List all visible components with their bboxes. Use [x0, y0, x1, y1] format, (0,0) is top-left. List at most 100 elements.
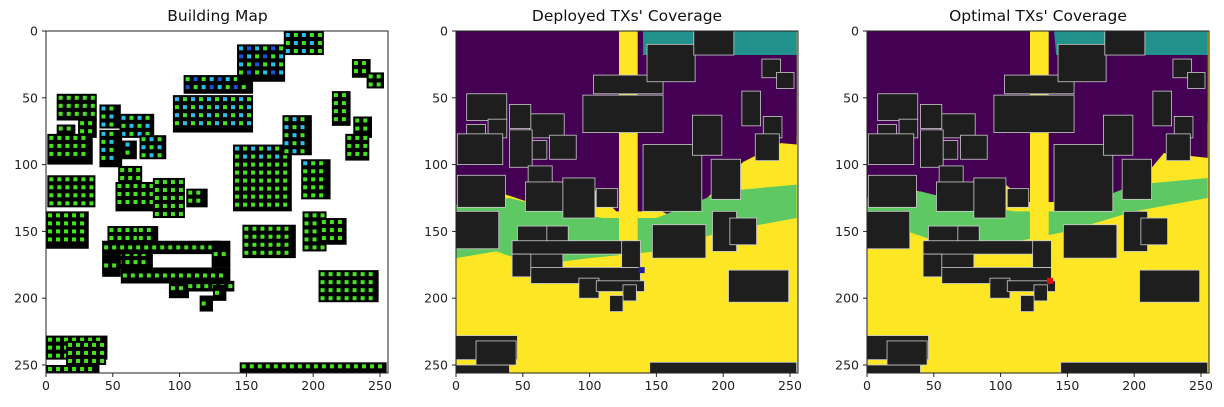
tx-marker — [206, 121, 211, 126]
tx-marker — [188, 198, 193, 203]
tx-marker — [285, 49, 290, 54]
tx-marker — [101, 147, 106, 152]
tx-marker — [141, 153, 146, 158]
tx-marker — [88, 366, 93, 371]
tx-marker — [268, 226, 273, 231]
building — [1121, 158, 1152, 200]
tx-marker — [275, 178, 280, 183]
tx-marker — [247, 113, 252, 118]
tx-marker — [101, 114, 106, 119]
tx-marker — [243, 162, 248, 167]
y-tick-label: 0 — [440, 24, 448, 39]
tx-marker — [251, 154, 256, 159]
tx-marker — [341, 101, 346, 106]
tx-marker — [344, 288, 349, 293]
tx-marker — [170, 273, 175, 278]
building — [922, 240, 1042, 255]
x-tick-label: 200 — [301, 378, 325, 393]
coverage-corridor — [1029, 31, 1049, 272]
building — [511, 240, 631, 255]
tx-marker — [275, 146, 280, 151]
tx-marker — [259, 186, 264, 191]
building — [642, 144, 703, 212]
building-map-plot: 0 50 100 150 200 250 0 50 100 150 200 250 — [14, 24, 392, 394]
tx-marker — [48, 229, 53, 234]
tx-marker — [276, 226, 281, 231]
tx-marker — [90, 103, 95, 108]
tx-marker — [141, 260, 146, 265]
tx-marker — [68, 358, 73, 363]
tx-marker — [145, 123, 150, 128]
tx-marker — [74, 111, 79, 116]
tx-marker — [321, 236, 326, 241]
tx-marker — [312, 221, 317, 226]
tx-marker — [206, 97, 211, 102]
tx-marker — [239, 62, 244, 67]
y-tick-label: 150 — [424, 224, 448, 239]
tx-marker — [81, 201, 86, 206]
building — [649, 361, 798, 373]
tx-marker — [321, 228, 326, 233]
tx-marker — [344, 272, 349, 277]
tx-marker — [293, 49, 298, 54]
tx-marker — [125, 183, 130, 188]
tx-marker — [235, 162, 240, 167]
tx-marker — [73, 151, 78, 156]
tx-marker — [247, 97, 252, 102]
tx-marker — [259, 162, 264, 167]
tx-marker — [275, 194, 280, 199]
x-tick-label: 100 — [989, 378, 1013, 393]
tx-marker — [283, 170, 288, 175]
tx-marker — [109, 155, 114, 160]
tx-marker — [303, 161, 308, 166]
tx-marker — [215, 97, 219, 102]
tx-marker — [178, 204, 183, 209]
tx-marker — [319, 185, 324, 190]
tx-marker — [133, 228, 138, 233]
tx-marker — [81, 177, 86, 182]
tx-marker — [341, 93, 346, 98]
tx-marker — [104, 263, 109, 268]
tx-marker — [58, 103, 63, 108]
tx-marker — [56, 229, 61, 234]
tx-marker — [284, 117, 289, 122]
tx-marker — [360, 288, 365, 293]
tx-marker — [101, 155, 106, 160]
tx-marker — [329, 220, 334, 225]
tx-marker — [275, 162, 280, 167]
tx-marker — [133, 191, 138, 196]
x-tick-label: 150 — [644, 378, 668, 393]
tx-marker — [202, 273, 207, 278]
tx-marker — [125, 142, 130, 147]
tx-marker — [48, 366, 53, 371]
tx-marker — [141, 145, 146, 150]
tx-marker — [64, 213, 69, 218]
tx-marker — [133, 183, 138, 188]
tx-marker — [73, 185, 78, 190]
tx-marker — [74, 95, 79, 100]
tx-marker — [120, 245, 125, 250]
tx-marker — [162, 179, 167, 184]
tx-marker — [49, 177, 54, 182]
tx-marker — [217, 77, 222, 82]
building — [1006, 188, 1030, 208]
tx-marker — [337, 236, 342, 241]
tx-marker — [149, 200, 154, 204]
tx-marker — [243, 194, 248, 199]
tx-marker — [213, 252, 218, 257]
tx-marker — [215, 121, 219, 126]
building — [456, 210, 500, 250]
tx-marker — [304, 245, 309, 250]
tx-marker — [141, 137, 146, 142]
tx-marker — [88, 121, 93, 126]
tx-marker — [285, 41, 290, 46]
tx-marker — [128, 175, 133, 180]
tx-marker — [76, 358, 81, 363]
building — [960, 134, 988, 160]
tx-marker — [193, 77, 198, 82]
tx-marker — [141, 183, 146, 188]
building — [102, 254, 121, 277]
tx-marker — [56, 337, 61, 342]
tx-marker — [120, 167, 125, 172]
tx-marker — [219, 273, 224, 278]
